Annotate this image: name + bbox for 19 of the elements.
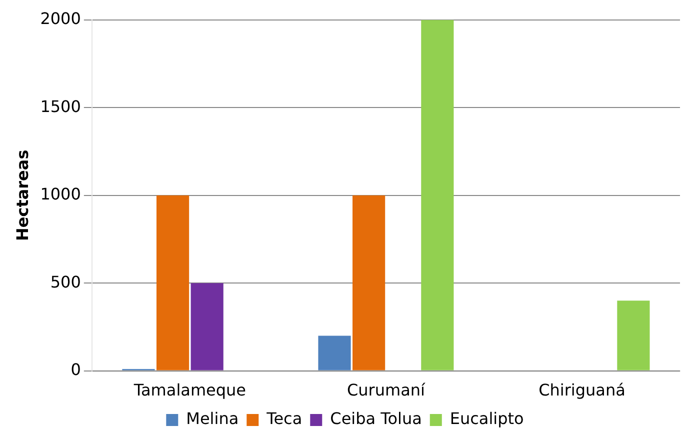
bar — [617, 300, 650, 370]
y-tick-label: 2000 — [40, 9, 81, 28]
legend-label: Melina — [186, 409, 239, 428]
y-axis-title: Hectareas — [12, 150, 32, 242]
legend-label: Teca — [266, 409, 302, 428]
x-tick-label: Tamalameque — [132, 380, 246, 400]
y-tick-label: 500 — [50, 272, 81, 292]
y-tick-label: 1500 — [40, 96, 81, 116]
y-tick-label: 1000 — [40, 184, 81, 204]
bar — [156, 195, 190, 370]
legend-label: Ceiba Tolua — [330, 409, 422, 428]
bar — [352, 195, 386, 370]
legend-label: Eucalipto — [450, 409, 524, 428]
x-tick-label: Chiriguaná — [538, 380, 626, 400]
bar — [421, 20, 454, 370]
x-tick-label: Curumaní — [346, 380, 426, 400]
bar — [318, 336, 351, 370]
bar — [190, 283, 224, 370]
y-tick-label: 0 — [70, 360, 81, 379]
